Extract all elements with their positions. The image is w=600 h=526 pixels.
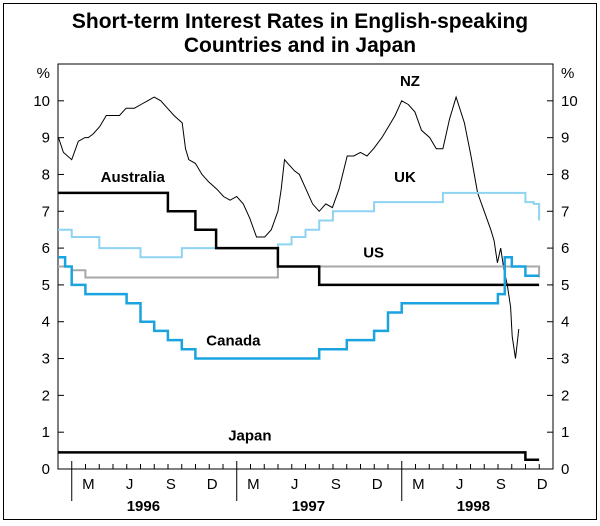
y-tick-label-right: 0	[561, 461, 569, 478]
series-label-japan: Japan	[228, 428, 271, 445]
series-us-line	[58, 265, 541, 279]
y-tick-label-left: 5	[42, 277, 50, 294]
line-chart: 0 0 1 1 2 2 3 3 4 4 5 5 6 6 7 7 8 8 9 9 10 10% % M J S D M J S D M J S D 19…	[33, 63, 578, 515]
y-tick-label-left: 4	[42, 314, 50, 331]
x-tick-label: M	[82, 476, 95, 493]
x-tick-label: D	[537, 476, 548, 493]
y-tick-label-right: 7	[561, 203, 569, 220]
series-label-us: US	[363, 244, 384, 261]
y-tick-label-right: 6	[561, 240, 569, 257]
x-tick-label: M	[412, 476, 425, 493]
x-tick-label: J	[456, 476, 464, 493]
y-tick-label-left: 3	[42, 351, 50, 368]
series-uk-line	[58, 191, 541, 259]
y-tick-label-right: 8	[561, 166, 569, 183]
series-australia-line	[58, 191, 540, 287]
x-tick-label: M	[247, 476, 260, 493]
y-unit-left: %	[37, 65, 50, 82]
y-tick-label-left: 0	[42, 461, 50, 478]
y-tick-label-left: 7	[42, 203, 50, 220]
series-nz-line	[58, 95, 520, 359]
x-tick-label: S	[496, 476, 506, 493]
x-tick-label: S	[331, 476, 341, 493]
chart-title-line-2: Countries and in Japan	[183, 34, 417, 57]
series-label-nz: NZ	[400, 73, 420, 90]
x-tick-label: S	[166, 476, 176, 493]
x-tick-label: J	[291, 476, 299, 493]
x-year-label: 1998	[457, 498, 490, 515]
series-label-australia: Australia	[101, 169, 166, 186]
y-tick-label-left: 9	[42, 130, 50, 147]
y-tick-label-right: 9	[561, 130, 569, 147]
chart-title: Short-term Interest Rates in English-spe…	[4, 10, 596, 58]
y-tick-label-right: 1	[561, 424, 569, 441]
y-tick-label-left: 1	[42, 424, 50, 441]
y-tick-label-right: 2	[561, 387, 569, 404]
y-tick-label-left: 6	[42, 240, 50, 257]
x-tick-label: J	[126, 476, 134, 493]
y-tick-label-left: 10	[33, 93, 50, 110]
series-japan-line	[58, 451, 540, 462]
chart-frame: Short-term Interest Rates in English-spe…	[3, 3, 597, 520]
series-label-uk: UK	[394, 169, 416, 186]
x-tick-label: D	[372, 476, 383, 493]
y-tick-label-left: 8	[42, 166, 50, 183]
y-tick-label-right: 10	[561, 93, 578, 110]
x-year-label: 1997	[292, 498, 325, 515]
chart-title-line-1: Short-term Interest Rates in English-spe…	[71, 10, 529, 33]
x-year-label: 1996	[127, 498, 160, 515]
y-tick-label-right: 3	[561, 351, 569, 368]
series-canada-line	[58, 256, 540, 360]
y-unit-right: %	[561, 65, 574, 82]
y-tick-label-left: 2	[42, 387, 50, 404]
y-tick-label-right: 5	[561, 277, 569, 294]
y-tick-label-right: 4	[561, 314, 569, 331]
x-tick-label: D	[207, 476, 218, 493]
series-label-canada: Canada	[206, 333, 261, 350]
